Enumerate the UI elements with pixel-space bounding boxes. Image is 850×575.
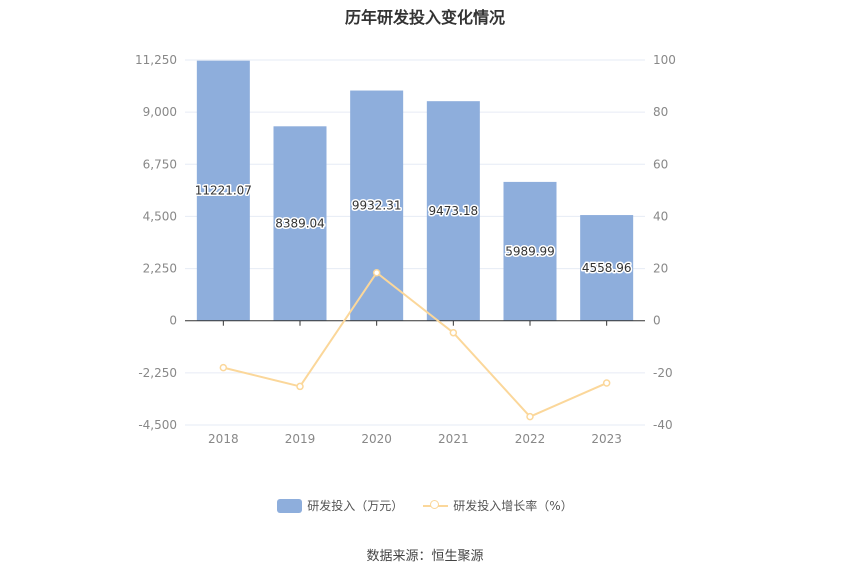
growth-point-2022[interactable] (526, 412, 534, 421)
y-left-tick-label: 11,250 (135, 53, 177, 67)
y-right-tick-label: 40 (653, 209, 668, 223)
bar-2021[interactable] (426, 101, 480, 321)
bar-2023[interactable] (580, 215, 634, 321)
bar-data-label: 11221.07 (195, 184, 252, 198)
growth-point-2020[interactable] (372, 268, 381, 277)
y-left-tick-label: 2,250 (143, 262, 177, 276)
bar-data-label: 4558.96 (582, 261, 632, 275)
bar-data-label: 9932.31 (352, 199, 402, 213)
legend-bar-swatch (277, 498, 303, 513)
x-tick-label: 2022 (515, 432, 546, 446)
growth-point-2018[interactable] (219, 363, 228, 372)
x-tick-label: 2018 (208, 432, 239, 446)
y-right-tick-label: 0 (653, 314, 661, 328)
y-right-tick-label: 60 (653, 157, 668, 171)
legend-line-label: 研发投入增长率（%） (453, 499, 573, 513)
y-left-tick-label: 4,500 (143, 209, 177, 223)
bar-2018[interactable] (196, 60, 250, 321)
chart-title: 历年研发投入变化情况 (344, 8, 505, 27)
legend-bar-label: 研发投入（万元） (307, 499, 404, 513)
legend-item-bar[interactable]: 研发投入（万元） (277, 497, 403, 514)
bar-2022[interactable] (503, 181, 557, 321)
legend-line-swatch (423, 499, 449, 513)
data-source: 数据来源：恒生聚源 (366, 549, 484, 564)
bar-2019[interactable] (273, 126, 327, 321)
y-left-tick-label: -4,500 (138, 418, 177, 432)
x-tick-label: 2021 (438, 432, 469, 446)
y-right-tick-label: 100 (653, 53, 676, 67)
y-right-tick-label: 20 (653, 262, 668, 276)
y-right-tick-label: -40 (653, 418, 673, 432)
growth-point-2023[interactable] (602, 379, 611, 387)
chart-legend: 研发投入（万元） 研发投入增长率（%） (0, 497, 850, 514)
y-left-tick-label: 6,750 (143, 157, 177, 171)
bar-data-label: 9473.18 (429, 204, 479, 218)
x-tick-label: 2023 (591, 432, 622, 446)
x-tick-label: 2020 (361, 432, 392, 446)
bar-data-label: 5989.99 (505, 244, 555, 258)
y-right-tick-label: -20 (653, 366, 673, 380)
x-tick-label: 2019 (285, 432, 316, 446)
y-left-tick-label: -2,250 (138, 366, 177, 380)
y-left-tick-label: 0 (169, 314, 177, 328)
y-left-tick-label: 9,000 (143, 105, 177, 119)
y-right-tick-label: 80 (653, 105, 668, 119)
legend-item-line[interactable]: 研发投入增长率（%） (423, 497, 573, 514)
bar-2020[interactable] (350, 90, 404, 321)
growth-line (223, 271, 608, 418)
growth-point-2021[interactable] (449, 328, 458, 337)
growth-point-2019[interactable] (296, 382, 304, 391)
bar-data-label: 8389.04 (275, 217, 325, 231)
